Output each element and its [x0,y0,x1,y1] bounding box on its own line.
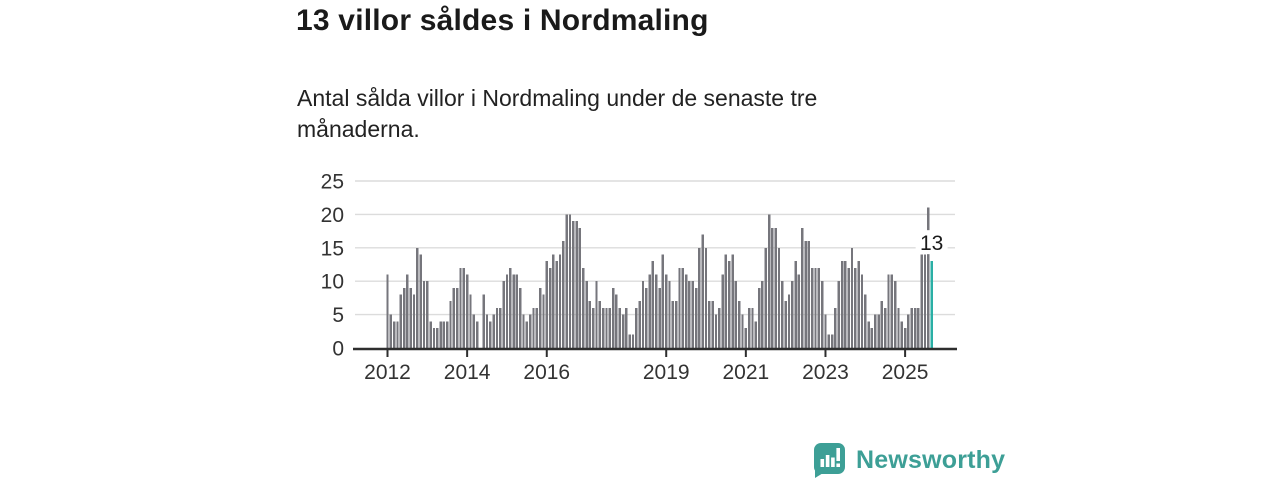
svg-text:2012: 2012 [364,361,411,384]
svg-text:0: 0 [332,338,344,361]
svg-text:15: 15 [321,237,344,260]
highlight-value-label: 13 [920,232,943,255]
svg-text:25: 25 [321,171,344,194]
svg-text:20: 20 [321,204,344,227]
newsworthy-speech-bubble-bars-icon [814,443,845,478]
svg-text:2025: 2025 [882,361,929,384]
svg-text:2019: 2019 [643,361,690,384]
svg-text:10: 10 [321,271,344,294]
svg-text:2014: 2014 [444,361,491,384]
page-title: 13 villor såldes i Nordmaling [296,4,709,37]
newsworthy-logo: Newsworthy [811,441,1005,479]
svg-text:2016: 2016 [523,361,570,384]
svg-text:2021: 2021 [722,361,769,384]
svg-text:2023: 2023 [802,361,849,384]
chart-subtitle: Antal sålda villor i Nordmaling under de… [297,85,818,142]
brand-name: Newsworthy [856,445,1006,474]
svg-text:5: 5 [332,304,344,327]
